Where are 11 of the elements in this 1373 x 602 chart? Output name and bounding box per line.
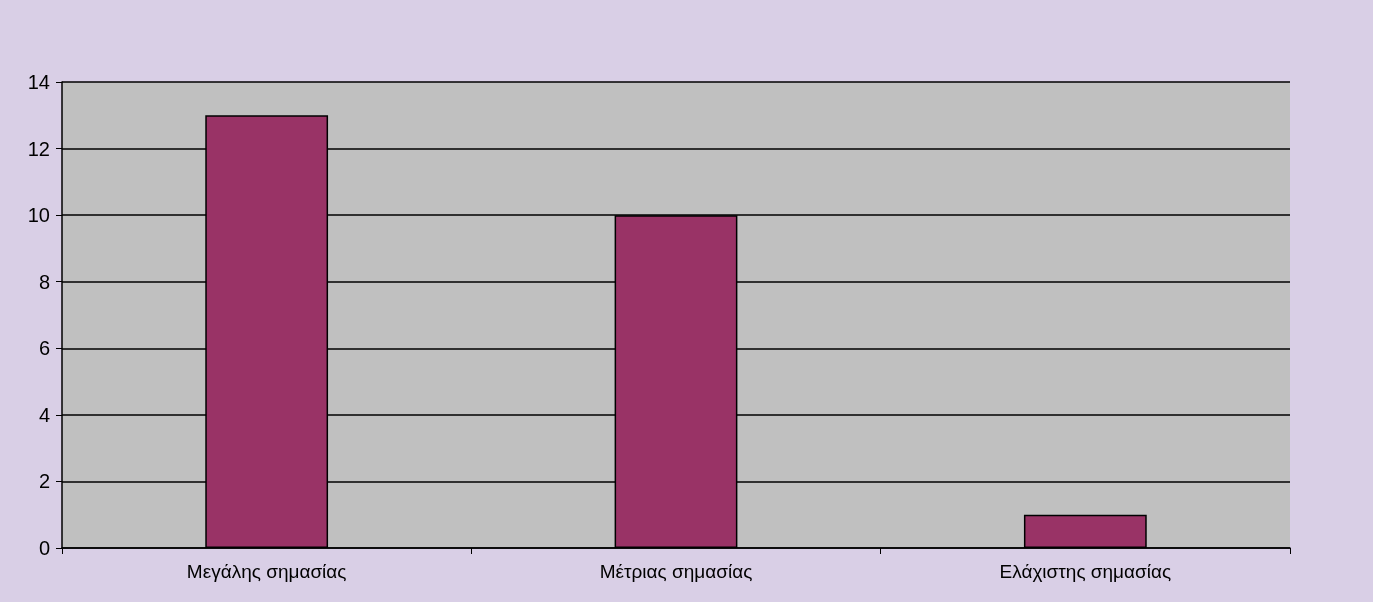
- y-tick-label: 6: [38, 337, 50, 360]
- x-tick-label: Ελάχιστης σημασίας: [999, 561, 1172, 582]
- x-tick-label: Μεγάλης σημασίας: [186, 561, 347, 582]
- x-tick-label: Μέτριας σημασίας: [599, 561, 753, 582]
- y-tick-label: 0: [38, 537, 50, 559]
- y-tick-label: 12: [27, 137, 50, 160]
- y-tick-label: 4: [38, 403, 50, 426]
- y-tick-label: 10: [27, 204, 50, 227]
- y-tick-label: 14: [27, 71, 50, 93]
- y-tick-label: 2: [38, 470, 50, 493]
- y-tick-label: 8: [38, 270, 50, 293]
